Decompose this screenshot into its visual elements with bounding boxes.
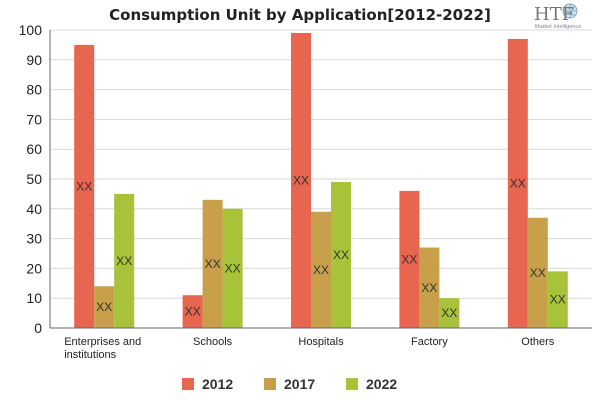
gridlines xyxy=(50,29,592,329)
bars xyxy=(74,32,568,329)
logo: HTF Market Intelligence xyxy=(534,3,581,30)
x-tick-label: Schools xyxy=(193,336,233,348)
data-label: XX xyxy=(441,306,457,320)
axes xyxy=(49,30,592,329)
data-label: XX xyxy=(205,257,221,271)
data-label: XX xyxy=(225,261,241,275)
data-label: XX xyxy=(293,173,309,187)
bar-2022 xyxy=(547,271,568,328)
bar-2017 xyxy=(94,286,115,328)
y-tick-label: 20 xyxy=(26,260,42,276)
data-label: XX xyxy=(333,248,349,262)
x-tick-label: Factory xyxy=(411,336,448,348)
bar-2012 xyxy=(507,38,528,328)
x-tick-labels: Enterprises and institutions Schools Hospit… xyxy=(64,336,555,361)
globe-icon xyxy=(562,3,578,19)
data-label: XX xyxy=(530,266,546,280)
legend-swatch-2012 xyxy=(182,378,194,390)
bar-2017 xyxy=(419,247,440,328)
x-tick-label: Others xyxy=(521,336,555,348)
bar-2017 xyxy=(311,211,331,328)
y-tick-label: 70 xyxy=(26,111,42,127)
y-tick-label: 90 xyxy=(26,52,42,68)
y-tick-label: 60 xyxy=(26,141,42,157)
bar-2017 xyxy=(202,199,223,328)
y-tick-label: 80 xyxy=(26,82,42,98)
legend: 2012 2017 2022 xyxy=(182,376,397,392)
legend-swatch-2017 xyxy=(264,378,276,390)
data-label: XX xyxy=(185,305,201,319)
bar-2022 xyxy=(439,298,460,328)
bar-2012 xyxy=(399,190,420,328)
legend-swatch-2022 xyxy=(346,378,358,390)
bar-2022 xyxy=(222,208,243,328)
y-tick-label: 0 xyxy=(34,320,42,336)
data-label: XX xyxy=(421,281,437,295)
data-label: XX xyxy=(510,176,526,190)
bar-2022 xyxy=(114,193,135,328)
bar-2017 xyxy=(527,217,548,328)
bar-2012 xyxy=(74,44,95,329)
logo-subtext: Market Intelligence xyxy=(535,24,581,30)
y-tick-label: 50 xyxy=(26,171,42,187)
bar-2012 xyxy=(291,32,311,328)
x-tick-label: Hospitals xyxy=(298,336,344,348)
chart-title: Consumption Unit by Application[2012-202… xyxy=(109,6,491,24)
y-tick-label: 40 xyxy=(26,201,42,217)
data-label: XX xyxy=(401,252,417,266)
logo-text: HTF xyxy=(534,4,574,25)
data-label: XX xyxy=(116,254,132,268)
data-labels: XX XX XX XX XX XX XX XX XX XX XX XX XX XX XX xyxy=(76,173,566,320)
bar-2012 xyxy=(182,295,203,328)
data-label: XX xyxy=(550,293,566,307)
data-label: XX xyxy=(96,300,112,314)
legend-label-2017: 2017 xyxy=(284,376,315,392)
legend-label-2012: 2012 xyxy=(202,376,233,392)
y-tick-labels: 0 10 20 30 40 50 60 70 80 90 100 xyxy=(19,22,43,336)
data-label: XX xyxy=(313,263,329,277)
bar-2022 xyxy=(331,181,351,328)
y-tick-label: 100 xyxy=(19,22,43,38)
y-tick-label: 30 xyxy=(26,231,42,247)
data-label: XX xyxy=(76,179,92,193)
y-tick-label: 10 xyxy=(26,290,42,306)
x-tick-label: Enterprises and institutions xyxy=(64,336,141,361)
legend-label-2022: 2022 xyxy=(366,376,397,392)
